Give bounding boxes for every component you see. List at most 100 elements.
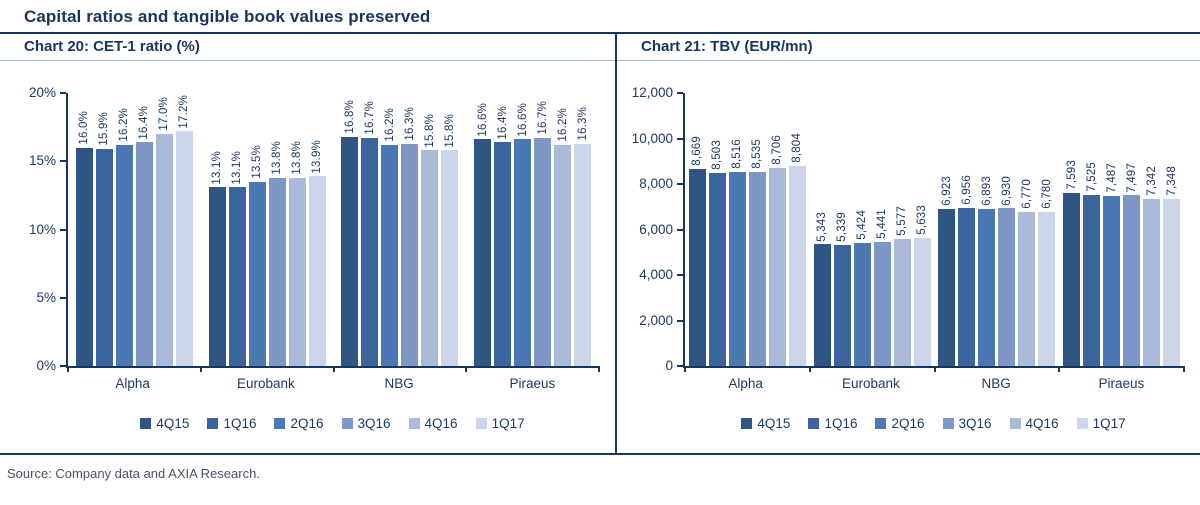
chart21-x-axis-labels: Alpha Eurobank NBG Piraeus <box>683 368 1184 398</box>
bar-alpha-2q16: 16.2% <box>115 93 133 366</box>
bar-value-label: 6,780 <box>1040 178 1053 209</box>
legend-item-1q16: 1Q16 <box>808 416 857 431</box>
bar-rect <box>441 150 459 366</box>
y-axis-tick-mark <box>677 365 683 367</box>
bar-alpha-4q16: 17.0% <box>155 93 173 366</box>
category-label-piraeus: Piraeus <box>1098 375 1145 391</box>
bar-eurobank-1q16: 13.1% <box>228 93 246 366</box>
bar-rect <box>155 133 173 366</box>
category-label-alpha: Alpha <box>728 375 763 391</box>
x-axis-tick-mark <box>67 366 69 372</box>
legend-label: 4Q15 <box>757 415 791 431</box>
y-axis-tick-label: 12,000 <box>631 85 673 100</box>
bar-rect <box>401 143 419 366</box>
bar-rect <box>873 242 891 366</box>
bar-rect <box>288 177 306 366</box>
bar-eurobank-1q16: 5,339 <box>833 93 851 366</box>
legend-item-1q17: 1Q17 <box>1076 415 1126 431</box>
legend-item-2q16: 2Q16 <box>875 415 925 431</box>
y-axis-tick-mark <box>60 296 66 299</box>
legend-label: 2Q16 <box>290 415 324 431</box>
bar-rect <box>728 172 746 366</box>
chart20-y-axis: 0% 5% 10% 15% 20% <box>4 85 66 373</box>
bar-rect <box>381 144 399 366</box>
x-axis-tick-mark <box>465 366 468 372</box>
bar-rect <box>813 244 831 366</box>
bar-value-label: 7,497 <box>1125 162 1138 193</box>
bar-value-label: 16.4% <box>496 105 509 140</box>
bar-value-label: 8,503 <box>711 139 724 170</box>
y-axis-tick-mark <box>677 319 683 322</box>
y-axis-tick-label: 5% <box>36 289 56 305</box>
bar-rect <box>554 144 572 366</box>
bar-value-label: 7,487 <box>1105 162 1118 193</box>
bar-piraeus-3q16: 16.7% <box>534 93 552 366</box>
bar-rect <box>421 150 439 366</box>
y-axis-tick-label: 6,000 <box>639 221 673 237</box>
legend-item-3q16: 3Q16 <box>341 416 391 431</box>
bar-rect <box>833 244 851 366</box>
bar-piraeus-4q15: 16.6% <box>474 93 492 366</box>
legend-swatch <box>1009 417 1021 429</box>
bar-eurobank-2q16: 5,424 <box>853 93 871 366</box>
bar-nbg-2q16: 6,893 <box>978 93 996 366</box>
y-axis-tick-mark <box>60 92 66 94</box>
bar-group-piraeus: 16.6% 16.4% 16.6% 16.7% 16.2% 16.3% <box>466 93 599 366</box>
bar-alpha-4q15: 16.0% <box>75 93 93 366</box>
y-axis-tick-label: 10,000 <box>631 130 673 146</box>
x-axis-tick-mark <box>1183 366 1185 372</box>
legend-label: 1Q17 <box>1092 415 1126 431</box>
legend-label: 4Q16 <box>1025 415 1059 431</box>
bar-piraeus-2q16: 7,487 <box>1103 93 1121 366</box>
bar-value-label: 6,956 <box>960 174 973 205</box>
bar-value-label: 5,339 <box>836 211 849 242</box>
legend-swatch <box>1076 417 1088 429</box>
chart21-plot-area: 8,669 8,503 8,516 8,535 8,706 8,804 5,343 5,339… <box>683 93 1185 372</box>
bar-rect <box>1083 194 1101 366</box>
bar-nbg-3q16: 6,930 <box>998 93 1016 366</box>
source-note: Source: Company data and AXIA Research. <box>7 466 260 481</box>
bar-alpha-4q16: 8,706 <box>768 93 786 366</box>
bar-rect <box>688 168 706 366</box>
y-axis-tick-mark <box>677 92 683 94</box>
bar-value-label: 15.8% <box>423 113 436 148</box>
y-axis-tick-mark <box>677 137 683 140</box>
bar-rect <box>1123 195 1141 366</box>
bar-value-label: 6,770 <box>1020 179 1033 209</box>
bar-value-label: 16.7% <box>363 101 376 136</box>
category-label-eurobank: Eurobank <box>841 375 900 391</box>
chart21-y-axis: 0 2,000 4,000 6,000 8,000 10,000 12,000 <box>621 85 683 373</box>
bar-rect <box>978 209 996 366</box>
bar-piraeus-1q17: 16.3% <box>574 93 592 366</box>
bar-nbg-4q16: 6,770 <box>1018 93 1036 366</box>
legend-swatch <box>341 417 353 429</box>
bar-value-label: 6,893 <box>980 176 993 207</box>
chart20-bars: 16.0% 15.9% 16.2% 16.4% 17.0% 17.2% 13.1% 13.1%… <box>68 93 599 366</box>
chart-panel-tbv: Chart 21: TBV (EUR/mn) 0 2,000 4,000 6,000 8… <box>615 34 1200 453</box>
bar-nbg-2q16: 16.2% <box>381 93 399 366</box>
bar-rect <box>1018 211 1036 366</box>
bar-eurobank-3q16: 13.8% <box>268 93 286 366</box>
bar-rect <box>998 208 1016 366</box>
chart20-plot-area: 16.0% 15.9% 16.2% 16.4% 17.0% 17.2% 13.1% 13.1%… <box>66 93 600 372</box>
bar-value-label: 5,343 <box>816 211 829 242</box>
legend-swatch <box>741 417 753 429</box>
bar-value-label: 8,706 <box>771 135 784 165</box>
x-axis-tick-mark <box>598 366 600 372</box>
bar-nbg-4q16: 15.8% <box>421 93 439 366</box>
bar-piraeus-1q16: 16.4% <box>494 93 512 366</box>
bar-rect <box>788 165 806 366</box>
bar-value-label: 6,923 <box>940 175 953 206</box>
y-axis-tick-label: 2,000 <box>639 312 673 328</box>
y-axis-tick-label: 0% <box>36 358 56 373</box>
legend-label: 1Q17 <box>491 415 525 431</box>
bar-piraeus-2q16: 16.6% <box>514 93 532 366</box>
bar-piraeus-4q16: 7,342 <box>1143 93 1161 366</box>
bar-rect <box>308 176 326 366</box>
category-label-nbg: NBG <box>981 375 1011 391</box>
page-title: Capital ratios and tangible book values … <box>24 7 431 26</box>
chart-panel-cet1: Chart 20: CET-1 ratio (%) 0% 5% 10% 15% 20% … <box>0 34 615 453</box>
legend-label: 2Q16 <box>891 415 925 431</box>
bar-nbg-1q16: 6,956 <box>958 93 976 366</box>
bar-rect <box>268 177 286 366</box>
